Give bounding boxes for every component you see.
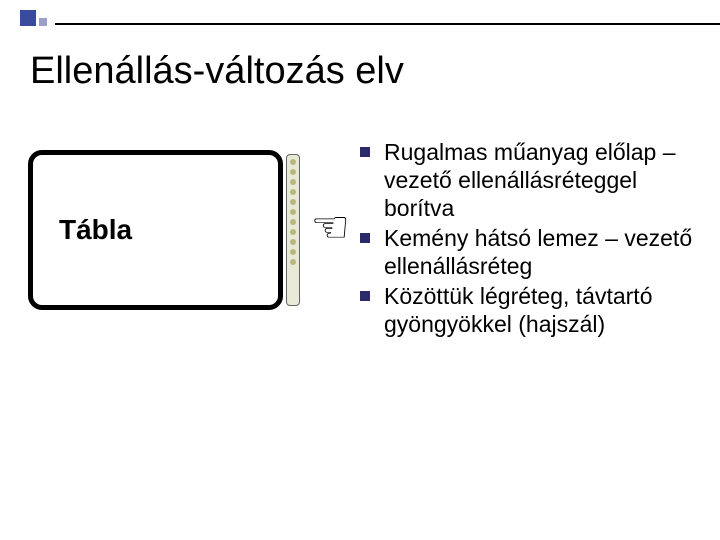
bullet-marker-icon	[360, 233, 370, 243]
accent-block-small-group	[39, 10, 47, 26]
list-item: Rugalmas műanyag előlap – vezető ellenál…	[360, 138, 700, 222]
list-item: Közöttük légréteg, távtartó gyöngyökkel …	[360, 282, 700, 338]
spacer-bead-icon	[290, 259, 296, 265]
tablet-figure: Tábla ☞	[28, 150, 338, 320]
bullet-marker-icon	[360, 291, 370, 301]
bullet-text: Közöttük légréteg, távtartó gyöngyökkel …	[384, 282, 700, 338]
accent-block-small	[39, 18, 47, 26]
spacer-bead-icon	[290, 239, 296, 245]
tablet-front-panel: Tábla	[28, 150, 283, 310]
tablet-spacer-edge	[286, 154, 300, 306]
slide-title: Ellenállás-változás elv	[30, 50, 404, 93]
spacer-bead-icon	[290, 169, 296, 175]
accent-blocks	[20, 10, 47, 26]
spacer-bead-icon	[290, 189, 296, 195]
spacer-bead-icon	[290, 219, 296, 225]
bullet-list: Rugalmas műanyag előlap – vezető ellenál…	[360, 138, 700, 340]
spacer-bead-icon	[290, 159, 296, 165]
spacer-bead-icon	[290, 179, 296, 185]
accent-rule	[55, 23, 720, 25]
spacer-bead-icon	[290, 199, 296, 205]
slide: Ellenállás-változás elv Tábla ☞ Rugalmas…	[0, 0, 720, 540]
bullet-marker-icon	[360, 147, 370, 157]
bullet-text: Kemény hátsó lemez – vezető ellenállásré…	[384, 224, 700, 280]
slide-top-accent	[0, 0, 720, 26]
spacer-bead-icon	[290, 249, 296, 255]
spacer-bead-icon	[290, 229, 296, 235]
bullet-text: Rugalmas műanyag előlap – vezető ellenál…	[384, 138, 700, 222]
accent-block-large	[20, 10, 36, 26]
list-item: Kemény hátsó lemez – vezető ellenállásré…	[360, 224, 700, 280]
pointing-hand-icon: ☞	[304, 206, 350, 252]
tablet-label: Tábla	[59, 214, 132, 246]
spacer-bead-icon	[290, 209, 296, 215]
